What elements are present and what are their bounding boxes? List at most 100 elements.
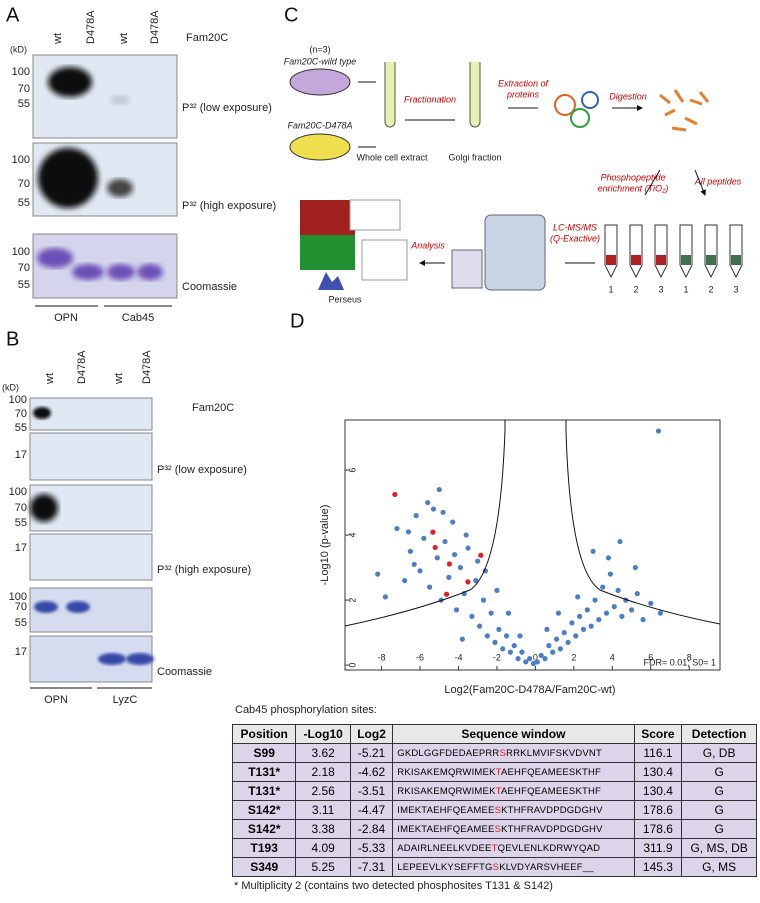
sequence-cell: LEPEEVLKYSEFFTGSKLVDYARSVHEEF__ xyxy=(392,857,635,877)
phosphosite: S xyxy=(492,861,500,873)
data-point xyxy=(544,626,550,632)
data-point xyxy=(596,617,602,623)
annotation: FDR= 0.01; S0= 1 xyxy=(643,657,716,667)
tube-number: 1 xyxy=(608,284,613,294)
band xyxy=(37,248,73,268)
protein xyxy=(554,94,576,116)
sequence-part: QEVLENLKDRWYQAD xyxy=(497,842,601,854)
sequence-part: RRKLMVIFSKVDVNT xyxy=(506,747,602,759)
peptides xyxy=(659,89,710,132)
data-point xyxy=(577,613,583,619)
tube-liquid xyxy=(631,255,641,265)
threshold-curve xyxy=(565,420,721,625)
sequence-cell: ADAIRLNEELKVDEETQEVLENLKDRWYQAD xyxy=(392,838,635,858)
data-point xyxy=(523,659,529,665)
position-cell: T193 xyxy=(231,838,297,858)
mw-label: 55 xyxy=(18,279,30,291)
data-point xyxy=(450,519,456,525)
mw-label: 55 xyxy=(18,98,30,110)
y-tick-label: 0 xyxy=(347,663,357,668)
data-point xyxy=(607,571,613,577)
threshold-curve xyxy=(344,420,506,627)
sequence-part: ADAIRLNEELKVDEE xyxy=(397,842,492,854)
lane-label: wt xyxy=(44,373,56,385)
data-point xyxy=(405,529,412,535)
data-point xyxy=(648,600,654,606)
data-point xyxy=(446,561,453,567)
mw-label: 55 xyxy=(15,422,27,434)
data-point xyxy=(619,613,625,619)
blot xyxy=(29,533,153,581)
table-cell: G xyxy=(681,800,757,820)
data-point xyxy=(503,633,510,639)
plot-frame xyxy=(344,419,721,671)
lane-label: wt xyxy=(113,373,125,385)
sequence-part: RKISAKEMQRWIMEK xyxy=(397,766,496,778)
table-cell: 3.62 xyxy=(295,743,351,763)
table-cell: -2.84 xyxy=(349,819,394,839)
blot-caption: P³² (high exposure) xyxy=(182,200,276,212)
data-point xyxy=(565,639,571,645)
table-cell: -4.62 xyxy=(349,762,394,782)
table-cell: 130.4 xyxy=(633,762,683,782)
data-point xyxy=(496,626,502,632)
table-row: T193 4.09 -5.33 ADAIRLNEELKVDEETQEVLENLKDRW… xyxy=(231,838,757,858)
data-point xyxy=(615,587,621,593)
position-cell: S142* xyxy=(231,819,297,839)
instrument xyxy=(484,214,546,291)
mw-label: 100 xyxy=(12,154,30,166)
group-label: Cab45 xyxy=(122,312,154,324)
data-point xyxy=(488,610,494,616)
mw-label: 17 xyxy=(15,542,27,554)
histogram-thumb xyxy=(318,272,344,290)
panel-label: B xyxy=(6,328,19,350)
blot-caption: P³² (low exposure) xyxy=(157,464,247,476)
x-tick-label: 8 xyxy=(687,652,692,662)
data-point xyxy=(527,656,533,662)
data-point xyxy=(590,548,596,554)
data-point xyxy=(459,636,465,642)
profile-plot xyxy=(349,199,401,231)
x-axis-label: Log2(Fam20C-D478A/Fam20C-wt) xyxy=(444,684,615,696)
dish xyxy=(289,68,351,96)
tube xyxy=(654,224,668,279)
data-point xyxy=(480,597,487,603)
data-point xyxy=(394,525,400,532)
band xyxy=(48,67,92,97)
mw-label: 100 xyxy=(9,591,27,603)
data-point xyxy=(600,584,606,590)
data-point xyxy=(573,633,579,639)
lane-label: D478A xyxy=(149,10,161,44)
header-row: Position -Log10 Log2 Sequence window Score De… xyxy=(231,724,757,744)
band xyxy=(137,264,163,280)
table-cell: G, DB xyxy=(681,743,757,763)
table-row: T131* 2.18 -4.62 RKISAKEMQRWIMEKTAEHFQEAMEE… xyxy=(231,762,757,782)
data-point xyxy=(538,652,544,658)
instrument xyxy=(451,249,483,289)
panel-label: D xyxy=(290,310,304,332)
x-tick-label: -4 xyxy=(454,652,462,662)
band xyxy=(33,407,51,419)
sequence-part: KTHFRAVDPDGDGHV xyxy=(501,804,603,816)
data-point xyxy=(534,659,540,665)
tube xyxy=(679,224,693,279)
sequence-part: KLVDYARSVHEEF__ xyxy=(499,861,594,873)
table-cell: 311.9 xyxy=(633,838,683,858)
band xyxy=(66,601,90,613)
x-tick-label: -2 xyxy=(493,652,501,662)
step-label: Analysis xyxy=(410,240,445,250)
data-point xyxy=(511,643,517,649)
table-cell: G xyxy=(681,781,757,801)
band xyxy=(98,653,126,665)
enzyme: Fam20C xyxy=(192,402,234,414)
data-point xyxy=(592,597,598,603)
data-point xyxy=(588,623,594,629)
sequence-cell: RKISAKEMQRWIMEKTAEHFQEAMEESKTHF xyxy=(392,762,635,782)
mw-label: 17 xyxy=(15,646,27,658)
arrow xyxy=(358,81,642,148)
step-label: Fractionation xyxy=(404,94,456,104)
step-label: Golgi fraction xyxy=(448,152,501,162)
lane-label: wt xyxy=(118,33,130,45)
lane-label: D478A xyxy=(141,350,153,384)
data-point xyxy=(517,633,523,639)
